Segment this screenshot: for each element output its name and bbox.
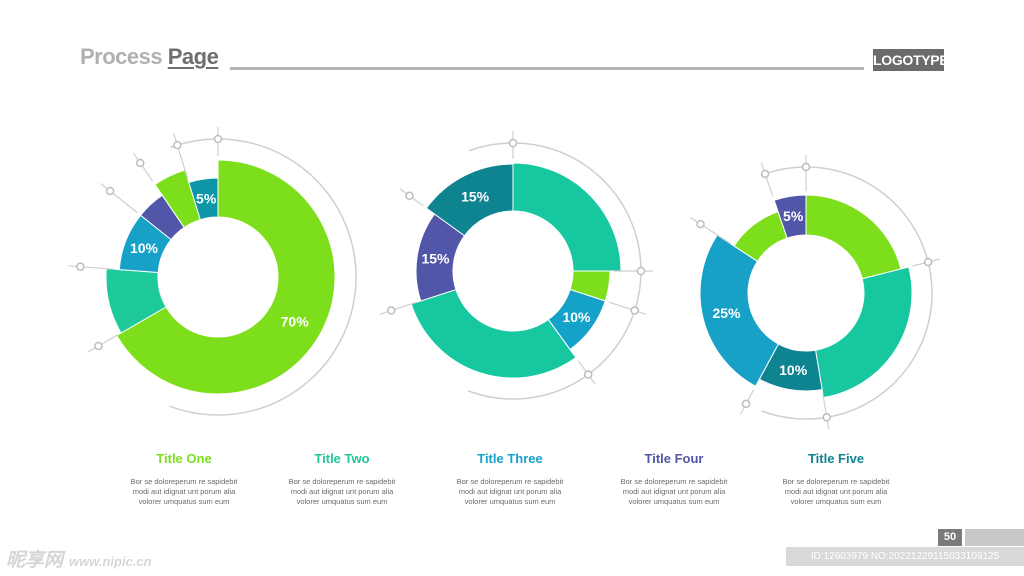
caption-two: Title Two Bor se doloreperum re sapidebi…	[262, 451, 422, 507]
ring-segment	[814, 266, 913, 399]
connector-tick	[760, 162, 774, 197]
page-bar	[965, 529, 1024, 546]
caption-five: Title Five Bor se doloreperum re sapideb…	[756, 451, 916, 507]
ring-segment	[773, 194, 807, 239]
caption-five-line: Bor se doloreperum re sapidebit	[782, 477, 890, 486]
ring-segment	[425, 163, 514, 237]
watermark-left: 昵享网 www.nipic.cn	[6, 545, 152, 572]
data-label: 10%	[562, 309, 591, 325]
connector-dot	[387, 306, 396, 315]
connector-dot	[508, 138, 518, 148]
data-label: 10%	[130, 240, 159, 256]
connector-dot	[105, 186, 115, 196]
connector-dot	[405, 191, 414, 201]
caption-one-title: Title One	[156, 451, 212, 466]
connector-dot	[173, 140, 182, 150]
connector-tick	[608, 301, 647, 315]
caption-three-line: volorer umquatus sum eum	[464, 497, 556, 506]
caption-two-title: Title Two	[314, 451, 370, 466]
caption-five-text: Bor se doloreperum re sapidebit modi aut…	[756, 477, 916, 507]
caption-four: Title Four Bor se doloreperum re sapideb…	[594, 451, 754, 507]
caption-three-line: Bor se doloreperum re sapidebit	[456, 477, 564, 486]
caption-one: Title One Bor se doloreperum re sapidebi…	[104, 451, 264, 507]
caption-two-line: Bor se doloreperum re sapidebit	[288, 477, 396, 486]
charts-canvas: 70% 10% 5% 10% 15% 15% 10% 25% 5%	[68, 127, 940, 430]
guide-arc	[761, 166, 933, 420]
data-label: 5%	[196, 190, 217, 206]
caption-one-line: modi aut idignat unt porum alia	[132, 487, 236, 496]
connector-dot	[741, 399, 751, 409]
page-title: Process Page	[80, 44, 219, 70]
ring-segment	[188, 177, 219, 221]
connector-tick	[379, 301, 418, 315]
chart-one: 70% 10% 5%	[68, 127, 357, 416]
watermark-id: ID:12603979 NO:20221229115033109125	[786, 547, 1024, 566]
ring-segment	[805, 194, 902, 280]
connector-dot	[760, 169, 770, 179]
connector-tick	[87, 334, 118, 353]
chart-three: 10% 25% 5%	[690, 155, 940, 430]
caption-five-line: modi aut idignat unt porum alia	[784, 487, 888, 496]
connector-tick	[100, 183, 138, 214]
page-title-dark: Page	[167, 44, 219, 69]
caption-three-title: Title Three	[477, 451, 543, 466]
ring-segment	[699, 234, 780, 387]
connector-dot	[136, 158, 145, 168]
connector-dot	[923, 257, 933, 267]
page-number: 50	[938, 529, 962, 546]
connector-dot	[213, 134, 223, 144]
connector-tick	[133, 152, 154, 182]
connector-tick	[68, 265, 116, 270]
page-title-light: Process	[80, 44, 163, 69]
logotype: LOGOTYPE	[873, 49, 949, 71]
ring-segment	[410, 288, 577, 379]
connector-tick	[690, 217, 731, 245]
data-label: 25%	[712, 305, 741, 321]
connector-dot	[76, 262, 85, 271]
data-label: 5%	[783, 208, 804, 224]
caption-four-title: Title Four	[644, 451, 704, 466]
data-label: 10%	[779, 362, 808, 378]
ring-segment	[512, 162, 622, 272]
connector-dot	[636, 266, 646, 276]
ring-segment	[115, 159, 336, 395]
caption-four-line: Bor se doloreperum re sapidebit	[620, 477, 728, 486]
caption-two-line: modi aut idignat unt porum alia	[290, 487, 394, 496]
caption-three: Title Three Bor se doloreperum re sapide…	[430, 451, 590, 507]
data-label: 70%	[281, 313, 310, 329]
caption-two-line: volorer umquatus sum eum	[296, 497, 388, 506]
caption-four-line: volorer umquatus sum eum	[628, 497, 720, 506]
caption-four-line: modi aut idignat unt porum alia	[622, 487, 726, 496]
watermark-site: www.nipic.cn	[69, 554, 152, 569]
connector-dot	[801, 162, 811, 172]
chart-two: 10% 15% 15%	[379, 131, 653, 400]
caption-three-text: Bor se doloreperum re sapidebit modi aut…	[430, 477, 590, 507]
data-label: 15%	[421, 251, 450, 267]
caption-one-text: Bor se doloreperum re sapidebit modi aut…	[104, 477, 264, 507]
connector-dot	[94, 341, 103, 351]
guide-arc	[169, 138, 357, 416]
caption-one-line: volorer umquatus sum eum	[138, 497, 230, 506]
caption-five-title: Title Five	[807, 451, 865, 466]
connector-dot	[583, 370, 593, 379]
connector-dot	[630, 306, 639, 315]
caption-two-text: Bor se doloreperum re sapidebit modi aut…	[262, 477, 422, 507]
caption-five-line: volorer umquatus sum eum	[790, 497, 882, 506]
caption-four-text: Bor se doloreperum re sapidebit modi aut…	[594, 477, 754, 507]
connector-tick	[822, 393, 830, 430]
connector-dot	[822, 413, 831, 422]
caption-one-line: Bor se doloreperum re sapidebit	[130, 477, 238, 486]
caption-three-line: modi aut idignat unt porum alia	[458, 487, 562, 496]
header-rule	[230, 67, 864, 70]
watermark-brand: 昵享网	[6, 550, 64, 571]
connector-dot	[696, 219, 705, 229]
data-label: 15%	[461, 189, 490, 205]
